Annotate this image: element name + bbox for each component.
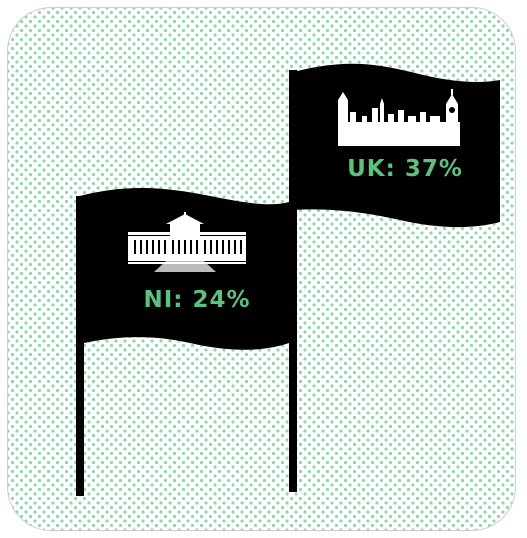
ni-percentage-label: NI: 24%: [143, 287, 250, 313]
uk-flagpole: [289, 70, 297, 492]
westminster-skyline-icon: [338, 89, 460, 146]
ni-flagpole: [76, 196, 84, 496]
stormont-parliament-building-icon: [128, 212, 246, 272]
uk-percentage-label: UK: 37%: [347, 156, 463, 182]
uk-flag: UK: 37%: [289, 63, 500, 492]
ni-flag: NI: 24%: [76, 188, 289, 496]
